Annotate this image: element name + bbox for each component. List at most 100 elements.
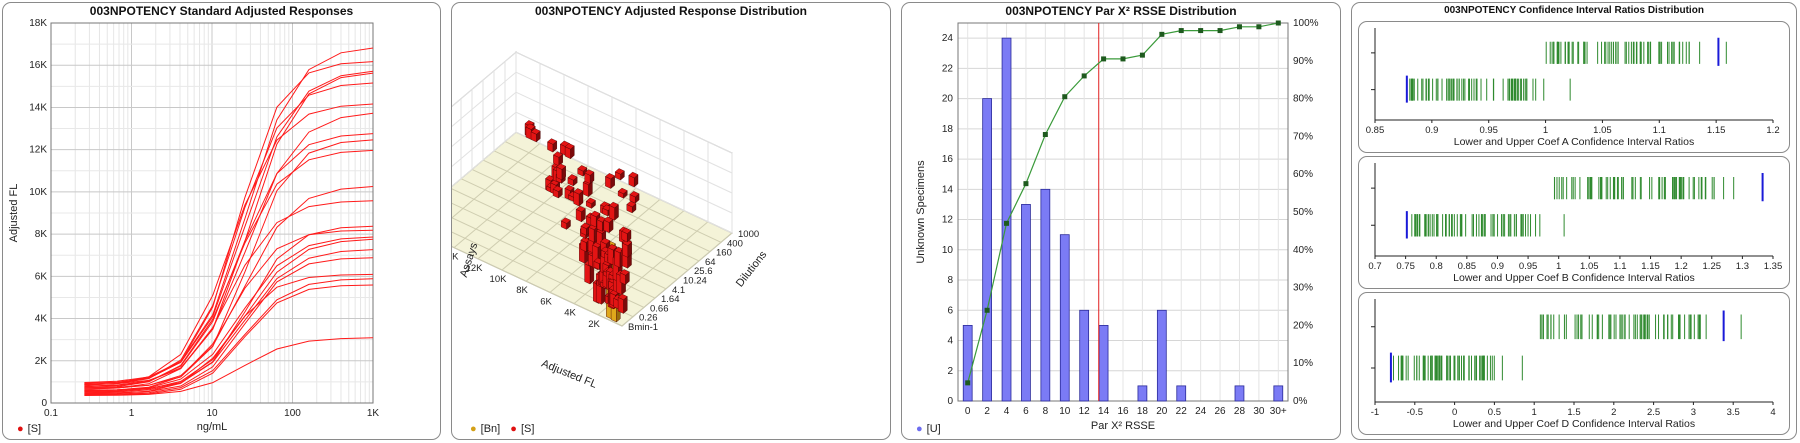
x-tick-label: 2 [984, 406, 990, 417]
cumulative-point [1236, 24, 1242, 30]
x-tick-label: 1.2 [1675, 261, 1688, 272]
x-tick-label: 1 [1556, 261, 1561, 272]
x-tick-label: 0.9 [1491, 261, 1504, 272]
series-line [84, 47, 374, 383]
x-tick-label: 1.05 [1593, 125, 1612, 136]
plot-frame [957, 22, 1289, 402]
x-tick-label: 0.7 [1368, 261, 1381, 272]
y2-tick-label: 50% [1293, 207, 1313, 218]
wall-grid-line [515, 51, 733, 154]
y-tick-label: 18K [29, 18, 47, 29]
panel-title: 003NPOTENCY Par X² RSSE Distribution [1005, 4, 1237, 18]
x-tick-label: 1 [1532, 407, 1537, 418]
histogram-bar [982, 98, 992, 402]
floor-grid-line [504, 141, 722, 243]
histogram-bar [1040, 188, 1051, 402]
y-tick-label: 64 [705, 257, 716, 268]
cumulative-point [1004, 220, 1010, 226]
x-tick-label: -1 [1371, 407, 1379, 418]
histogram-bar [1273, 385, 1284, 402]
x-tick-label: 14K [452, 252, 459, 263]
histogram-bar [1156, 309, 1167, 402]
x-tick-label: 28 [1234, 406, 1246, 417]
y-axis-label: Dilutions [734, 248, 770, 289]
cumulative-point [1101, 56, 1107, 62]
s-bar [614, 168, 625, 175]
wall-grid-line [452, 51, 517, 107]
series-line [84, 284, 374, 396]
y2-tick-label: 80% [1293, 94, 1313, 105]
y-tick-label: 6K [35, 271, 48, 282]
x-tick-label: 12K [466, 263, 484, 274]
s-bar [600, 237, 611, 245]
x-tick-label: 0.95 [1479, 125, 1498, 136]
histogram-bar [1176, 385, 1187, 402]
histogram-bar [1079, 309, 1090, 402]
y2-tick-label: 0% [1293, 396, 1308, 407]
y-tick-label: 10.24 [683, 276, 707, 287]
x-tick-label: 0.5 [1488, 407, 1501, 418]
x-tick-label: 1.35 [1764, 261, 1783, 272]
cumulative-point [1120, 56, 1126, 62]
cumulative-point [1023, 181, 1029, 187]
y-axis-label: Adjusted FL [8, 184, 20, 243]
x-axis-label: Lower and Upper Coef D Confidence Interv… [1453, 418, 1695, 430]
series-line [84, 337, 374, 396]
s-bar [577, 165, 588, 172]
x-tick-label: 22 [1176, 406, 1188, 417]
x-tick-label: 1 [1543, 125, 1548, 136]
x-tick-label: -0.5 [1407, 407, 1423, 418]
x-tick-label: 1.15 [1707, 125, 1726, 136]
wall-grid-line [515, 71, 733, 174]
x-tick-label: 1.15 [1641, 261, 1660, 272]
coef-b-strip-chart: 0.7 0.75 0.8 0.85 0.9 0.95 1 1.05 1.1 1.15 1.2 1.25… [1368, 163, 1783, 284]
x-tick-label: 10 [1059, 406, 1071, 417]
y-tick-label: 16 [942, 154, 954, 165]
x-tick-label: 30 [1253, 406, 1265, 417]
x-tick-label: 0.85 [1458, 261, 1477, 272]
x-tick-label: 1.2 [1766, 125, 1779, 136]
response-distribution-3d-chart: 18K16K14K12K10K8K6K4K2KBmin-10.260.661.6… [452, 51, 770, 391]
histogram-bar [1021, 204, 1031, 402]
x-tick-label: 0.75 [1396, 261, 1415, 272]
s-bar [590, 210, 601, 218]
s-bar [585, 197, 596, 204]
x-tick-label: 10 [206, 408, 218, 419]
wall-grid-line [452, 91, 517, 147]
cumulative-point [1217, 28, 1223, 34]
s-bar [605, 173, 616, 180]
y-tick-label: 2 [947, 366, 953, 377]
x-tick-label: 6 [1023, 406, 1029, 417]
cumulative-point [1256, 24, 1262, 30]
legend: ● [S] [17, 423, 45, 435]
legend-swatch-u: ● [916, 423, 923, 435]
panel-ci-ratios: 003NPOTENCY Confidence Interval Ratios D… [1351, 2, 1797, 440]
histogram-bar [1137, 385, 1148, 402]
legend-label-u: [U] [926, 423, 941, 435]
y-axis-label: Unknown Specimens [915, 160, 927, 264]
x-axis-label: Adjusted FL [540, 358, 599, 391]
histogram-bar [1059, 234, 1070, 402]
floor-grid-line [482, 159, 700, 262]
y-tick-label: 1000 [738, 229, 759, 240]
y-tick-label: 10K [29, 187, 47, 198]
s-bar [547, 138, 558, 145]
y-tick-label: 16K [29, 60, 47, 71]
series-line [84, 82, 374, 386]
x-tick-label: 0.9 [1425, 125, 1438, 136]
y-tick-label: 10 [942, 245, 954, 256]
y-tick-label: 8 [947, 275, 953, 286]
series-line [84, 278, 374, 395]
floor-grid-line [452, 188, 667, 290]
wall-grid-line [515, 111, 733, 214]
series-line [84, 139, 374, 389]
y-tick-label: 12 [942, 215, 954, 226]
x-tick-label: 0 [965, 406, 971, 417]
cumulative-point [1178, 28, 1184, 34]
x-tick-label: 1.1 [1653, 125, 1666, 136]
panel-title: 003NPOTENCY Standard Adjusted Responses [89, 4, 354, 18]
x-tick-label: 3 [1691, 407, 1696, 418]
cumulative-point [1275, 20, 1281, 26]
x-tick-label: 1 [129, 408, 135, 419]
